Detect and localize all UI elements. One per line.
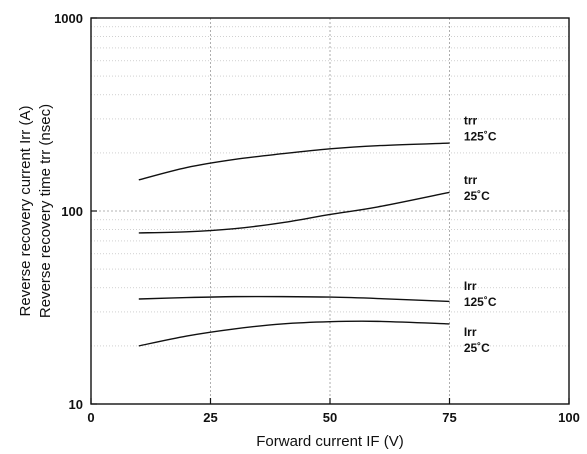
series-label-irr-25-c: 25˚C [464, 341, 490, 355]
series-label-trr-25-c: 25˚C [464, 189, 490, 203]
series-label-irr-125-c: 125˚C [464, 295, 497, 309]
series-line-irr-25-c [138, 320, 450, 347]
ticks: 0 25 50 75 100 10 100 1000 [54, 11, 580, 425]
y-tick-label: 1000 [54, 11, 83, 26]
y-axis-title-trr: Reverse recovery time trr (nsec) [37, 104, 54, 318]
annotations: trr 125˚C trr 25˚C Irr 125˚C Irr 25˚C [464, 114, 497, 355]
grid [91, 18, 569, 404]
y-axis-title-irr: Reverse recovery current Irr (A) [17, 106, 34, 317]
x-tick-label: 25 [203, 410, 217, 425]
series-line-trr-125-c [138, 142, 450, 181]
series-label-trr-125-c: 125˚C [464, 130, 497, 144]
series [138, 142, 450, 347]
series-label-irr-25-c: Irr [464, 325, 477, 339]
y-tick-label: 100 [61, 204, 83, 219]
series-line-irr-125-c [138, 295, 450, 303]
x-tick-label: 75 [442, 410, 456, 425]
x-tick-label: 100 [558, 410, 580, 425]
series-label-irr-125-c: Irr [464, 279, 477, 293]
series-label-trr-125-c: trr [464, 114, 478, 128]
series-line-trr-25-c [138, 191, 450, 234]
x-axis-title: Forward current IF (V) [256, 433, 404, 450]
y-tick-label: 10 [69, 397, 83, 412]
x-tick-label: 0 [87, 410, 94, 425]
series-label-trr-25-c: trr [464, 173, 478, 187]
x-tick-label: 50 [323, 410, 337, 425]
